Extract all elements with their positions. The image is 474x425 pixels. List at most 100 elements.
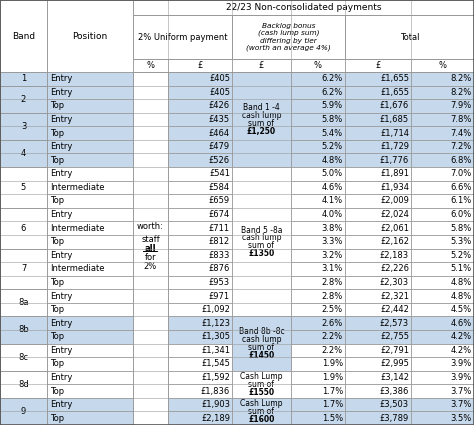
Bar: [133, 235, 168, 249]
Text: worth:: worth:: [137, 221, 164, 230]
Text: 7.8%: 7.8%: [451, 115, 472, 124]
Text: 3: 3: [21, 122, 26, 131]
Bar: [133, 411, 168, 425]
Bar: [133, 276, 168, 289]
Text: Position: Position: [73, 31, 108, 40]
Bar: [345, 262, 411, 276]
Bar: [47, 140, 133, 153]
Bar: [168, 72, 232, 85]
Bar: [0, 249, 47, 289]
Bar: [0, 140, 47, 167]
Bar: [232, 15, 345, 59]
Bar: [291, 330, 345, 343]
Text: sum of: sum of: [248, 380, 274, 389]
Bar: [47, 99, 133, 113]
Bar: [291, 72, 345, 85]
Bar: [411, 330, 474, 343]
Bar: [133, 113, 168, 126]
Bar: [0, 303, 47, 316]
Text: £: £: [197, 61, 202, 70]
Bar: [133, 343, 168, 357]
Bar: [47, 249, 133, 262]
Text: 4.5%: 4.5%: [451, 305, 472, 314]
Bar: [291, 384, 345, 398]
Text: 4.1%: 4.1%: [322, 196, 343, 205]
Text: Entry: Entry: [50, 292, 73, 300]
Bar: [345, 181, 411, 194]
Text: sum of: sum of: [248, 241, 274, 250]
Bar: [232, 371, 291, 384]
Bar: [0, 0, 47, 72]
Bar: [168, 398, 232, 411]
Bar: [0, 85, 47, 99]
Bar: [0, 330, 47, 343]
Bar: [411, 343, 474, 357]
Text: £1,836: £1,836: [201, 387, 230, 396]
Text: Top: Top: [50, 196, 64, 205]
Bar: [133, 0, 474, 15]
Bar: [0, 221, 47, 235]
Text: 1.7%: 1.7%: [322, 400, 343, 409]
Bar: [133, 357, 168, 371]
Bar: [133, 221, 168, 235]
Text: 2%: 2%: [144, 262, 157, 271]
Bar: [345, 371, 411, 384]
Bar: [47, 221, 133, 235]
Bar: [0, 371, 47, 384]
Text: 4.8%: 4.8%: [451, 278, 472, 287]
Text: 4.6%: 4.6%: [451, 319, 472, 328]
Text: sum of: sum of: [248, 407, 274, 416]
Text: Top: Top: [50, 102, 64, 111]
Bar: [133, 384, 168, 398]
Bar: [411, 99, 474, 113]
Bar: [47, 330, 133, 343]
Bar: [232, 398, 291, 425]
Bar: [0, 72, 47, 85]
Bar: [47, 303, 133, 316]
Text: £2,009: £2,009: [380, 196, 409, 205]
Bar: [47, 357, 133, 371]
Bar: [345, 140, 411, 153]
Text: £2,024: £2,024: [380, 210, 409, 219]
Bar: [0, 289, 47, 303]
Bar: [232, 59, 291, 72]
Bar: [345, 343, 411, 357]
Bar: [232, 384, 291, 398]
Bar: [291, 262, 345, 276]
Bar: [0, 99, 47, 113]
Bar: [0, 113, 47, 140]
Bar: [291, 235, 345, 249]
Bar: [0, 167, 47, 208]
Bar: [47, 411, 133, 425]
Text: 2.2%: 2.2%: [322, 332, 343, 341]
Bar: [232, 330, 291, 343]
Text: £2,573: £2,573: [380, 319, 409, 328]
Bar: [232, 357, 291, 371]
Bar: [232, 181, 291, 194]
Text: 8.2%: 8.2%: [451, 74, 472, 83]
Text: Band 5 -8a: Band 5 -8a: [241, 226, 282, 235]
Bar: [168, 194, 232, 208]
Text: £1600: £1600: [248, 415, 275, 424]
Bar: [47, 167, 133, 181]
Bar: [291, 153, 345, 167]
Bar: [291, 59, 345, 72]
Text: £3,386: £3,386: [380, 387, 409, 396]
Bar: [168, 99, 232, 113]
Text: £1,903: £1,903: [201, 400, 230, 409]
Text: Top: Top: [50, 332, 64, 341]
Bar: [411, 59, 474, 72]
Bar: [133, 85, 168, 99]
Text: £426: £426: [209, 102, 230, 111]
Text: Top: Top: [50, 156, 64, 165]
Bar: [168, 411, 232, 425]
Bar: [345, 126, 411, 140]
Bar: [411, 289, 474, 303]
Bar: [345, 72, 411, 85]
Bar: [411, 249, 474, 262]
Text: £1,305: £1,305: [201, 332, 230, 341]
Bar: [345, 194, 411, 208]
Bar: [0, 262, 47, 276]
Bar: [411, 153, 474, 167]
Text: £1,655: £1,655: [380, 88, 409, 97]
